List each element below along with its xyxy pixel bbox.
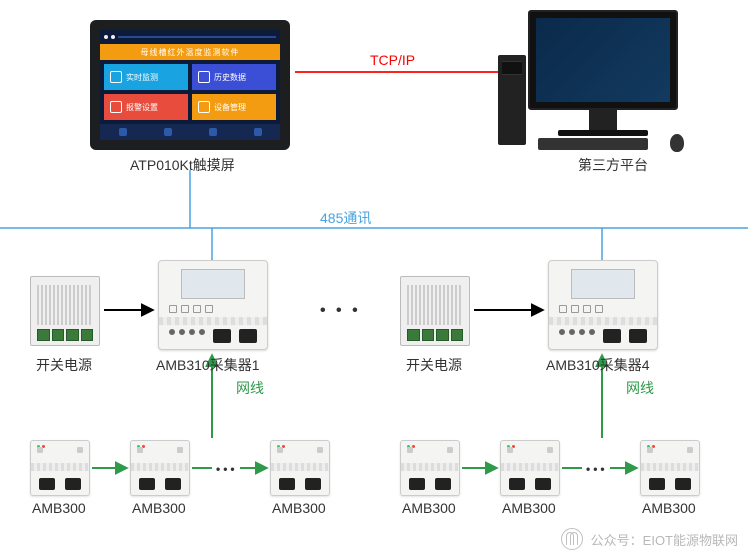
touchscreen-title: 母线槽红外温度监测软件 bbox=[100, 44, 280, 60]
psu2-label: 开关电源 bbox=[406, 355, 462, 375]
rs485-label: 485通讯 bbox=[320, 208, 371, 228]
ellipsis-collectors: • • • bbox=[320, 302, 361, 320]
amb300-2-label: AMB300 bbox=[132, 500, 186, 516]
ellipsis-amb300-b: ••• bbox=[586, 462, 608, 476]
amb300-4-label: AMB300 bbox=[402, 500, 456, 516]
amb300-5-label: AMB300 bbox=[502, 500, 556, 516]
amb300-2 bbox=[130, 440, 190, 496]
watermark-text: 公众号：EIOT能源物联网 bbox=[591, 530, 738, 549]
touchscreen-label: ATP010Kt触摸屏 bbox=[130, 155, 235, 175]
amb300-1-label: AMB300 bbox=[32, 500, 86, 516]
watermark: 公众号：EIOT能源物联网 bbox=[561, 528, 738, 550]
amb300-3-label: AMB300 bbox=[272, 500, 326, 516]
pc-label: 第三方平台 bbox=[578, 155, 648, 175]
collector-1 bbox=[158, 260, 268, 350]
ethernet-label-2: 网线 bbox=[626, 378, 654, 398]
psu-1 bbox=[30, 276, 100, 346]
amb300-1 bbox=[30, 440, 90, 496]
amb300-4 bbox=[400, 440, 460, 496]
wechat-icon bbox=[561, 528, 583, 550]
psu-2 bbox=[400, 276, 470, 346]
ethernet-label-1: 网线 bbox=[236, 378, 264, 398]
amb300-5 bbox=[500, 440, 560, 496]
amb300-3 bbox=[270, 440, 330, 496]
collector4-label: AMB310采集器4 bbox=[546, 355, 649, 375]
collector1-label: AMB310采集器1 bbox=[156, 355, 259, 375]
diagram-canvas: 母线槽红外温度监测软件 实时监测 历史数据 报警设置 设备管理 ATP010Kt… bbox=[0, 0, 748, 560]
amb300-6-label: AMB300 bbox=[642, 500, 696, 516]
tcpip-label: TCP/IP bbox=[370, 52, 415, 68]
collector-4 bbox=[548, 260, 658, 350]
psu1-label: 开关电源 bbox=[36, 355, 92, 375]
pc-device bbox=[498, 10, 678, 150]
touchscreen-device: 母线槽红外温度监测软件 实时监测 历史数据 报警设置 设备管理 bbox=[90, 20, 290, 150]
amb300-6 bbox=[640, 440, 700, 496]
ellipsis-amb300-a: ••• bbox=[216, 462, 238, 476]
